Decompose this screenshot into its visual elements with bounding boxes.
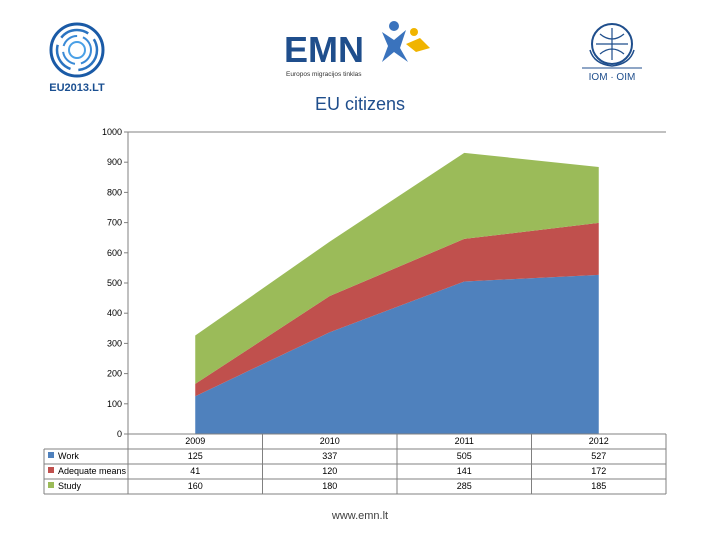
eu2013-logo-text: EU2013.LT [49, 82, 105, 94]
table-cell: 505 [457, 451, 472, 461]
table-cell: 337 [322, 451, 337, 461]
chart-title: EU citizens [314, 94, 406, 114]
legend-label: Adequate means [58, 466, 127, 476]
table-cell: 285 [457, 481, 472, 491]
area-study [195, 152, 599, 384]
legend-swatch [48, 482, 54, 488]
table-cell: 180 [322, 481, 337, 491]
y-tick-label: 600 [107, 248, 122, 258]
legend-swatch [48, 452, 54, 458]
y-tick-label: 700 [107, 218, 122, 228]
y-tick-label: 800 [107, 187, 122, 197]
table-cell: 125 [188, 451, 203, 461]
table-cell: 120 [322, 466, 337, 476]
table-cell: 41 [190, 466, 200, 476]
iom-logo-text: IOM · OIM [589, 72, 636, 83]
y-tick-label: 1000 [102, 127, 122, 137]
iom-logo: IOM · OIM [582, 23, 642, 83]
footer-url: www.emn.lt [331, 510, 389, 522]
table-cell: 185 [591, 481, 606, 491]
table-cell: 141 [457, 466, 472, 476]
y-axis-ticks: 0 100 200 300 400 500 600 700 800 900 1000 [102, 127, 128, 439]
y-tick-label: 200 [107, 369, 122, 379]
emn-logo: EMN Europos migracijos tinklas [284, 21, 430, 78]
x-tick-label: 2009 [185, 436, 205, 446]
y-tick-label: 0 [117, 429, 122, 439]
x-tick-label: 2010 [320, 436, 340, 446]
emn-figures-icon [382, 21, 430, 62]
area-work [195, 274, 599, 434]
y-tick-label: 400 [107, 308, 122, 318]
legend-label: Study [58, 481, 82, 491]
y-tick-label: 900 [107, 157, 122, 167]
data-table: 2009 2010 2011 2012 Work 125 337 505 527 Adequate… [43, 434, 667, 495]
eu2013-logo: EU2013.LT [49, 22, 105, 94]
area-adequate-means [195, 222, 599, 397]
table-cell: 160 [188, 481, 203, 491]
x-tick-label: 2012 [589, 436, 609, 446]
table-cell: 172 [591, 466, 606, 476]
emn-subtitle: Europos migracijos tinklas [286, 71, 362, 78]
emn-logo-text: EMN [284, 29, 364, 70]
y-tick-label: 100 [107, 399, 122, 409]
areas-layer [195, 152, 599, 434]
y-tick-label: 300 [107, 338, 122, 348]
table-cell: 527 [591, 451, 606, 461]
legend-label: Work [58, 451, 79, 461]
x-tick-label: 2011 [455, 436, 474, 446]
legend-swatch [48, 467, 54, 473]
y-tick-label: 500 [107, 278, 122, 288]
